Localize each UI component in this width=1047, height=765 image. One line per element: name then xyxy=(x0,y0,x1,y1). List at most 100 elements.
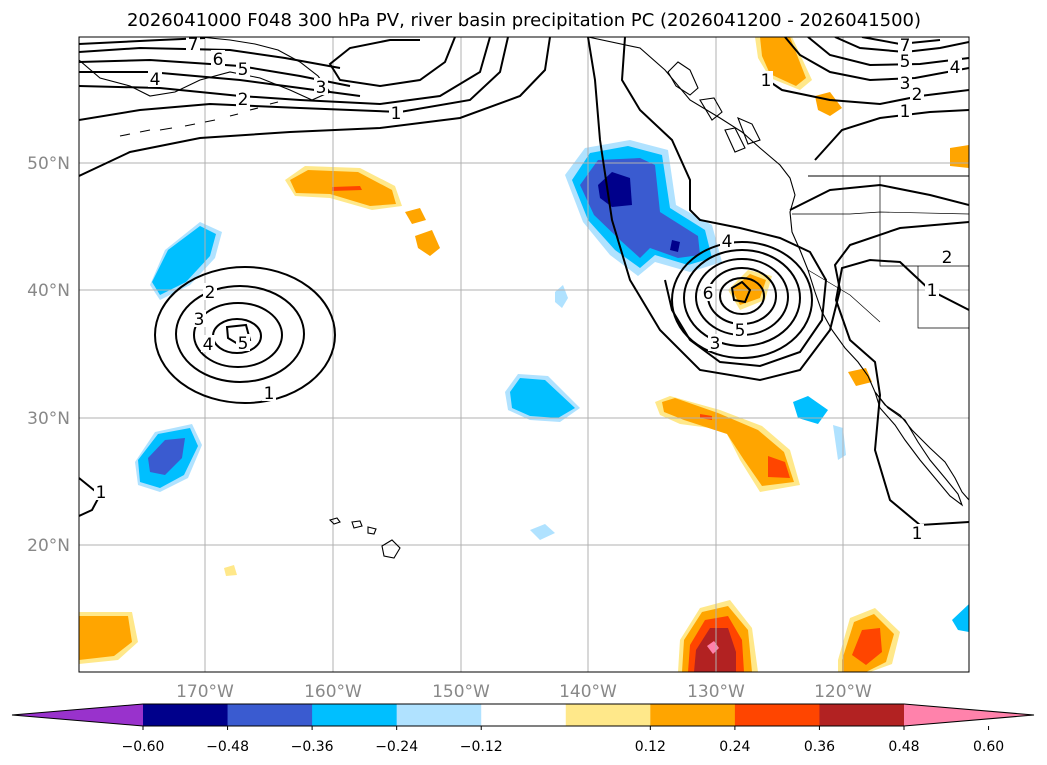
pos-blob-mid-strong xyxy=(768,456,790,478)
colorbar-swatch xyxy=(396,704,482,726)
pv-contour xyxy=(79,477,102,517)
map-frame xyxy=(78,36,970,673)
pv-contour xyxy=(719,277,765,315)
pv-contour xyxy=(620,37,828,368)
pv-contour xyxy=(671,241,813,359)
hawaii xyxy=(328,517,401,559)
pv-contour xyxy=(807,37,969,67)
neg-blob-central-mid xyxy=(510,378,575,418)
contour-label: 7 xyxy=(188,35,199,55)
contour-label: 3 xyxy=(900,74,911,94)
contour-labels: 7 6 5 4 2 3 1 2 3 4 5 1 4 6 xyxy=(94,35,962,544)
colorbar-tick-label: −0.12 xyxy=(460,739,503,755)
neg-blob-small-1 xyxy=(555,285,568,308)
colorbar-tick-label: 0.36 xyxy=(804,739,835,755)
pos-blob-mid-mid xyxy=(662,398,794,486)
contour-label: 1 xyxy=(264,384,275,404)
neg-blob-west-mid xyxy=(152,226,216,295)
contour-label: 1 xyxy=(96,483,107,503)
pv-contours xyxy=(79,37,969,527)
pv-contour xyxy=(79,46,341,69)
pv-contour xyxy=(683,249,801,347)
contour-label: 5 xyxy=(900,52,911,72)
contour-label: 4 xyxy=(150,70,161,90)
contour-label: 1 xyxy=(927,281,938,301)
contour-label: 3 xyxy=(316,78,327,98)
lon-label: 140°W xyxy=(559,682,617,702)
colorbar-swatch xyxy=(227,704,313,726)
colorbar-tick-label: 0.48 xyxy=(888,739,919,755)
state-line-2 xyxy=(807,176,969,329)
contour-label: 1 xyxy=(761,71,772,91)
coastlines xyxy=(79,37,969,559)
colorbar-swatch xyxy=(143,704,229,726)
colorbar-swatch xyxy=(819,704,905,726)
contour-label: 2 xyxy=(238,90,249,110)
contour-label: 1 xyxy=(900,102,911,122)
lon-label: 170°W xyxy=(176,682,234,702)
pv-contour xyxy=(79,37,509,121)
contour-label: 3 xyxy=(710,334,721,354)
pv-contour xyxy=(759,74,969,106)
colorbar-tick-label: −0.48 xyxy=(206,739,249,755)
contour-label: 3 xyxy=(194,310,205,330)
colorbar: −0.60 −0.48 −0.36 −0.24 −0.12 0.12 0.24 0.36 0.4… xyxy=(11,703,1035,755)
contour-label: 2 xyxy=(942,248,953,268)
latitude-labels: 50°N 40°N 30°N 20°N xyxy=(27,154,70,556)
colorbar-tick-label: 0.60 xyxy=(973,739,1004,755)
map-panel: 7 6 5 4 2 3 1 2 3 4 5 1 4 6 xyxy=(79,35,969,672)
pv-contour xyxy=(814,109,969,161)
figure-title: 2026041000 F048 300 hPa PV, river basin … xyxy=(127,10,921,31)
colorbar-extend-low xyxy=(12,704,143,726)
contour-label: 4 xyxy=(950,58,961,78)
contour-label: 7 xyxy=(900,36,911,56)
pv-contour xyxy=(587,37,969,382)
contour-label: 5 xyxy=(238,60,249,80)
colorbar-ticks: −0.60 −0.48 −0.36 −0.24 −0.12 0.12 0.24 0.36 0.4… xyxy=(122,726,1004,755)
pos-blob-north-3 xyxy=(415,230,440,256)
pv-contour xyxy=(79,37,491,106)
baja-coast xyxy=(874,391,964,507)
colorbar-tick-label: 0.12 xyxy=(635,739,666,755)
neg-blob-small-2 xyxy=(530,524,555,540)
pv-contour xyxy=(789,183,969,211)
longitude-labels: 170°W 160°W 150°W 140°W 130°W 120°W xyxy=(176,682,872,702)
neg-blob-nepacific-max2 xyxy=(670,240,680,252)
colorbar-swatch xyxy=(481,704,567,726)
lat-label: 30°N xyxy=(27,409,70,429)
pos-blob-se-strong xyxy=(852,628,882,665)
contour-label: 4 xyxy=(722,232,733,252)
colorbar-swatch xyxy=(312,704,398,726)
contour-label: 4 xyxy=(203,335,214,355)
colorbar-tick-label: −0.36 xyxy=(291,739,334,755)
lon-label: 150°W xyxy=(432,682,490,702)
pos-blob-north-strong xyxy=(332,186,362,191)
neg-blob-se xyxy=(952,604,969,632)
neg-blob-sw-strong xyxy=(148,438,185,475)
contour-label: 5 xyxy=(735,321,746,341)
contour-label: 2 xyxy=(205,283,216,303)
lat-label: 40°N xyxy=(27,281,70,301)
pos-blob-north-2 xyxy=(405,208,426,224)
pv-contour xyxy=(175,285,305,383)
alaska-coast xyxy=(79,37,331,101)
contour-label: 6 xyxy=(703,284,714,304)
pv-contour xyxy=(193,302,283,368)
bc-islands xyxy=(667,61,761,153)
pv-contour xyxy=(79,37,551,177)
contour-label: 6 xyxy=(213,50,224,70)
lon-label: 120°W xyxy=(814,682,872,702)
pos-blob-sw-mid xyxy=(79,616,132,660)
contour-label: 1 xyxy=(391,104,402,124)
pv-contour xyxy=(784,37,969,82)
pv-contour xyxy=(328,37,456,88)
lat-label: 20°N xyxy=(27,536,70,556)
contour-label: 2 xyxy=(912,85,923,105)
pv-contour xyxy=(834,258,969,527)
lat-label: 50°N xyxy=(27,154,70,174)
precip-shading xyxy=(79,37,969,672)
colorbar-tick-label: 0.24 xyxy=(719,739,750,755)
pos-blob-ne-3 xyxy=(950,145,969,168)
lon-label: 160°W xyxy=(304,682,362,702)
